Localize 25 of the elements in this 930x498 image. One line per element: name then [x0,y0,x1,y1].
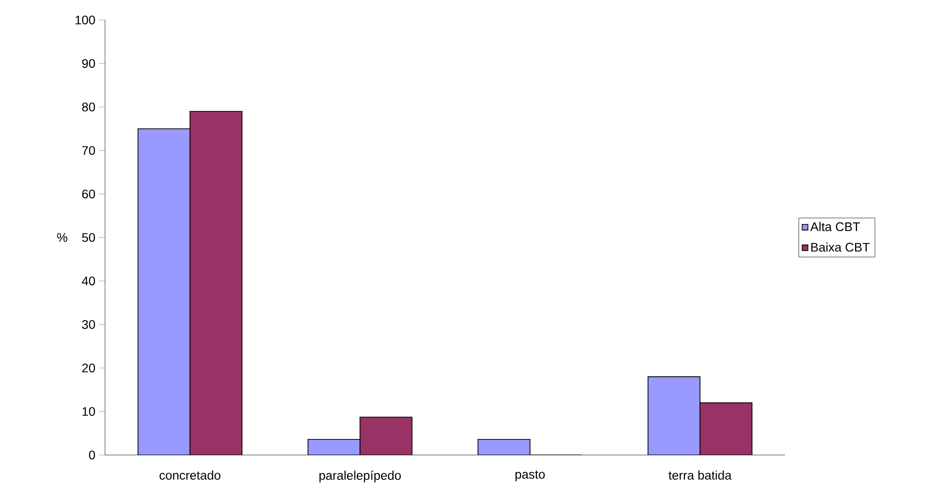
y-tick-label: 40 [82,276,95,286]
bar [700,402,752,455]
y-tick-label: 90 [82,59,95,68]
bar [478,438,530,455]
x-tick-label: concretado [160,470,220,480]
y-tick-label: 80 [82,102,95,112]
x-tick-label: pasto [516,470,545,482]
y-tick-label: 70 [82,146,95,155]
y-tick-label: 60 [82,190,95,198]
y-tick-label: 0 [89,450,95,460]
legend-label: Alta CBT [810,222,860,232]
y-tick-label: 20 [82,364,95,372]
y-tick-label: 10 [82,407,95,416]
bar [648,376,700,455]
y-tick-label: 50 [82,233,95,242]
y-tick-label: 30 [82,320,95,329]
x-tick-label: terra batida [668,470,732,480]
legend-label: Baixa CBT [811,242,870,252]
bar [360,416,412,455]
y-axis-title: % [57,233,68,242]
bar [190,110,242,455]
x-tick-label: paralelepípedo [319,470,401,482]
bar [308,438,360,455]
bar [138,128,190,455]
y-tick-label: 100 [76,16,95,24]
